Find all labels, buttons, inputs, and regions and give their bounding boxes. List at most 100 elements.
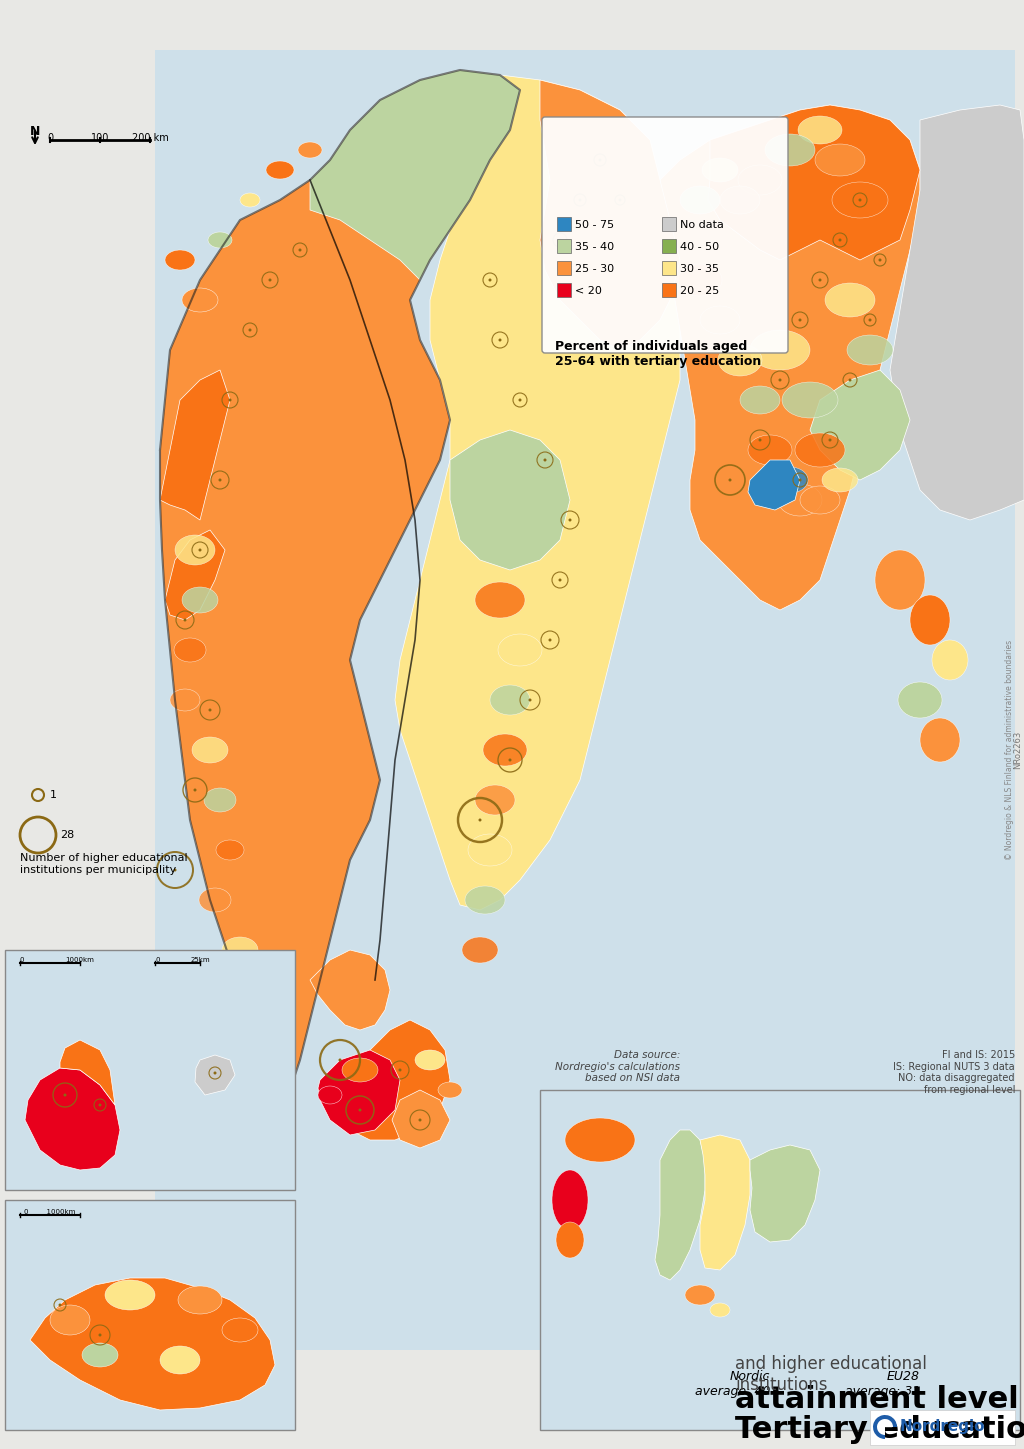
Text: 0: 0 — [155, 956, 160, 964]
Ellipse shape — [160, 1346, 200, 1374]
Circle shape — [728, 478, 731, 481]
Circle shape — [339, 1059, 341, 1062]
Text: © Nordregio & NLS Finland for administrative boundaries: © Nordregio & NLS Finland for administra… — [1006, 640, 1015, 861]
Ellipse shape — [105, 1279, 155, 1310]
Text: 1: 1 — [50, 790, 57, 800]
Ellipse shape — [910, 596, 950, 645]
Bar — [5, 1200, 295, 1430]
Ellipse shape — [222, 938, 258, 964]
Polygon shape — [195, 1055, 234, 1095]
Text: 0: 0 — [47, 133, 53, 143]
Ellipse shape — [465, 885, 505, 914]
Circle shape — [358, 1108, 361, 1111]
Text: 200 km: 200 km — [132, 133, 168, 143]
Ellipse shape — [782, 383, 838, 417]
Polygon shape — [660, 104, 920, 610]
Text: 35 - 40: 35 - 40 — [575, 242, 614, 252]
Ellipse shape — [82, 1343, 118, 1366]
Circle shape — [618, 199, 622, 201]
Text: NRo2263: NRo2263 — [1014, 730, 1023, 769]
Polygon shape — [340, 1020, 450, 1140]
Bar — [5, 951, 295, 1190]
Circle shape — [98, 1333, 101, 1336]
Text: 0        1000km: 0 1000km — [25, 1208, 76, 1216]
Circle shape — [209, 709, 212, 711]
Ellipse shape — [234, 990, 265, 1011]
Polygon shape — [60, 1040, 115, 1106]
Polygon shape — [810, 369, 910, 480]
Ellipse shape — [178, 1287, 222, 1314]
Circle shape — [518, 398, 521, 401]
Circle shape — [839, 239, 842, 242]
Polygon shape — [540, 80, 680, 351]
Ellipse shape — [874, 551, 925, 610]
Polygon shape — [890, 104, 1024, 520]
Bar — [662, 217, 676, 230]
Ellipse shape — [165, 251, 195, 270]
Circle shape — [213, 1071, 216, 1075]
Text: FI and IS: 2015
IS: Regional NUTS 3 data
NO: data disaggregated
from regional le: FI and IS: 2015 IS: Regional NUTS 3 data… — [893, 1051, 1015, 1095]
Ellipse shape — [175, 535, 215, 565]
Polygon shape — [655, 1130, 705, 1279]
Circle shape — [183, 619, 186, 622]
Circle shape — [849, 378, 852, 381]
Bar — [557, 283, 571, 297]
Polygon shape — [700, 1135, 750, 1269]
Ellipse shape — [462, 938, 498, 964]
Text: 0: 0 — [20, 956, 25, 964]
Polygon shape — [160, 369, 230, 520]
Text: 50 - 75: 50 - 75 — [575, 220, 614, 230]
Ellipse shape — [831, 183, 888, 217]
Polygon shape — [160, 70, 520, 1100]
Text: 25 - 30: 25 - 30 — [575, 264, 614, 274]
Circle shape — [488, 278, 492, 281]
Polygon shape — [392, 1090, 450, 1148]
Circle shape — [549, 639, 552, 642]
Ellipse shape — [204, 788, 236, 811]
Circle shape — [528, 698, 531, 701]
Bar — [662, 261, 676, 275]
Ellipse shape — [182, 288, 218, 312]
Circle shape — [509, 758, 512, 762]
Circle shape — [58, 1304, 61, 1307]
Text: and higher educational
institutions: and higher educational institutions — [735, 1355, 927, 1394]
Bar — [540, 1090, 1020, 1430]
Ellipse shape — [700, 306, 740, 335]
Ellipse shape — [415, 1051, 445, 1069]
Circle shape — [249, 329, 252, 332]
Circle shape — [858, 199, 861, 201]
Bar — [662, 283, 676, 297]
Text: Nordregio: Nordregio — [900, 1420, 985, 1435]
Ellipse shape — [702, 158, 738, 183]
Circle shape — [568, 519, 571, 522]
Circle shape — [228, 398, 231, 401]
Bar — [557, 261, 571, 275]
Text: 30 - 35: 30 - 35 — [680, 264, 719, 274]
Text: 1000km: 1000km — [66, 956, 94, 964]
Circle shape — [879, 258, 882, 261]
Ellipse shape — [556, 1222, 584, 1258]
Text: 20 - 25: 20 - 25 — [680, 285, 719, 296]
Ellipse shape — [240, 193, 260, 207]
Circle shape — [799, 319, 802, 322]
Text: No data: No data — [680, 220, 724, 230]
Ellipse shape — [318, 1085, 342, 1104]
Ellipse shape — [720, 185, 760, 214]
Circle shape — [478, 819, 481, 822]
Circle shape — [199, 549, 202, 552]
Bar — [155, 51, 1015, 1350]
Polygon shape — [310, 951, 390, 1030]
Text: Nordic
average: 40: Nordic average: 40 — [694, 1369, 770, 1398]
Polygon shape — [25, 1068, 120, 1169]
Circle shape — [558, 239, 561, 242]
Text: < 20: < 20 — [575, 285, 602, 296]
Circle shape — [419, 1119, 422, 1122]
Text: 100: 100 — [91, 133, 110, 143]
Bar — [557, 239, 571, 254]
Circle shape — [218, 478, 221, 481]
Ellipse shape — [199, 888, 231, 911]
Ellipse shape — [750, 330, 810, 369]
Circle shape — [194, 788, 197, 791]
Ellipse shape — [680, 185, 720, 214]
Ellipse shape — [552, 1169, 588, 1230]
